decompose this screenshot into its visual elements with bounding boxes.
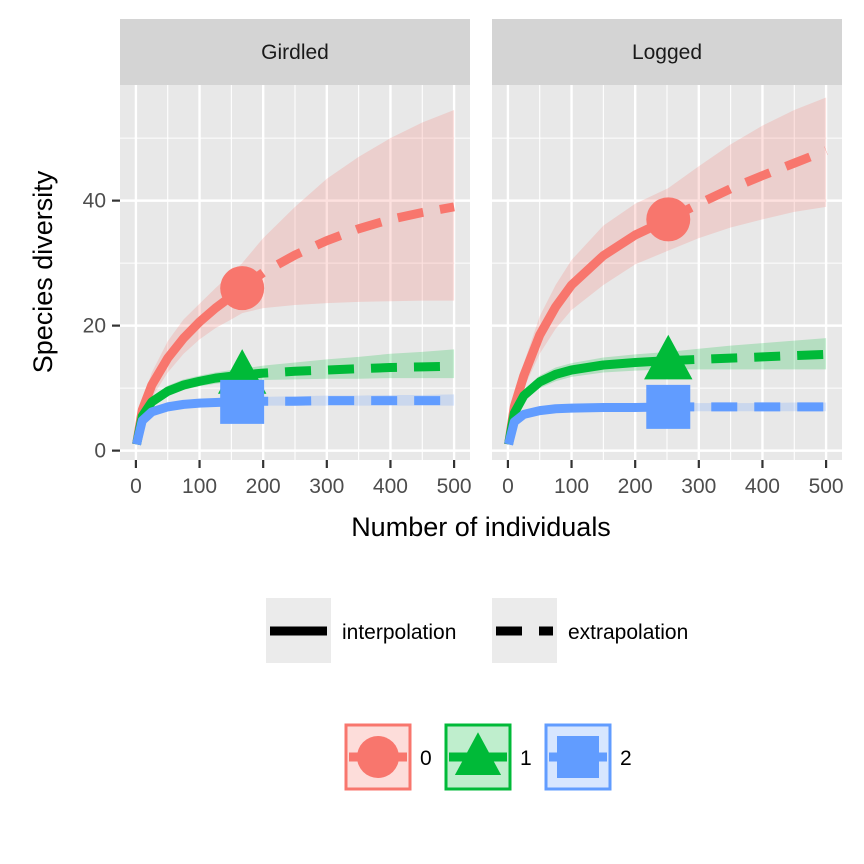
interpolation-line <box>132 370 243 446</box>
interpolation-line <box>504 402 669 446</box>
y-tick-label: 20 <box>83 315 106 338</box>
series-order-0 <box>132 110 455 446</box>
facet-strip-label: Logged <box>632 41 702 64</box>
legend-item-order-1: 1 <box>444 723 532 791</box>
legend-label: 0 <box>420 747 432 770</box>
confidence-ribbon <box>136 110 455 445</box>
legend-item-interpolation: interpolation <box>266 598 456 663</box>
interpolation-line <box>504 356 669 446</box>
observed-point-triangle <box>644 334 693 380</box>
extrapolation-line <box>242 396 455 407</box>
series-order-2 <box>132 379 455 446</box>
series-order-1 <box>504 334 827 446</box>
x-tick-label: 100 <box>554 475 589 498</box>
x-tick-label: 500 <box>437 475 472 498</box>
observed-point-square <box>220 379 265 424</box>
extrapolation-line <box>668 349 827 366</box>
observed-point-square <box>646 384 691 429</box>
interpolation-line <box>504 215 671 446</box>
x-tick-label: 500 <box>809 475 844 498</box>
x-tick-label: 300 <box>681 475 716 498</box>
facet-strip <box>492 19 842 85</box>
x-tick-label: 200 <box>246 475 281 498</box>
x-tick-label: 0 <box>502 475 514 498</box>
legend-circle-icon <box>357 736 399 778</box>
x-tick-label: 200 <box>618 475 653 498</box>
legend-triangle-icon <box>454 732 502 775</box>
legend-label: 2 <box>620 747 632 770</box>
extrapolation-line <box>666 146 828 224</box>
legend-label: interpolation <box>342 621 456 644</box>
y-axis-title: Species diversity <box>28 170 58 373</box>
observed-point-circle <box>220 266 265 311</box>
axes: Number of individuals Species diversity <box>28 170 611 542</box>
y-tick-label: 0 <box>94 440 106 463</box>
legend: interpolation extrapolation 0 1 2 <box>266 598 688 791</box>
observed-point-circle <box>646 197 691 242</box>
x-tick-label: 0 <box>130 475 142 498</box>
legend-square-icon <box>557 736 599 778</box>
y-tick-label: 40 <box>83 190 106 213</box>
legend-label: 1 <box>520 747 532 770</box>
legend-label: extrapolation <box>568 621 688 644</box>
series-order-2 <box>504 384 827 446</box>
extrapolation-line <box>239 202 455 292</box>
legend-item-order-0: 0 <box>344 723 432 791</box>
x-tick-label: 400 <box>745 475 780 498</box>
facet-strip <box>120 19 470 85</box>
confidence-ribbon <box>136 349 455 445</box>
facet-girdled: Girdled 0 100 200 300 400 500 0 20 40 <box>83 19 472 498</box>
extrapolation-line <box>241 361 455 380</box>
facet-strip-label: Girdled <box>261 41 329 64</box>
series-order-0 <box>504 97 828 446</box>
x-tick-label: 100 <box>182 475 217 498</box>
facet-logged: Logged 0 100 200 300 400 500 <box>492 19 844 498</box>
x-axis-title: Number of individuals <box>351 512 611 542</box>
x-tick-label: 400 <box>373 475 408 498</box>
legend-item-order-2: 2 <box>544 723 632 791</box>
facet-panels: Girdled 0 100 200 300 400 500 0 20 40 Logged 0 100 20… <box>83 19 844 498</box>
x-tick-label: 300 <box>309 475 344 498</box>
legend-item-extrapolation: extrapolation <box>492 598 688 663</box>
